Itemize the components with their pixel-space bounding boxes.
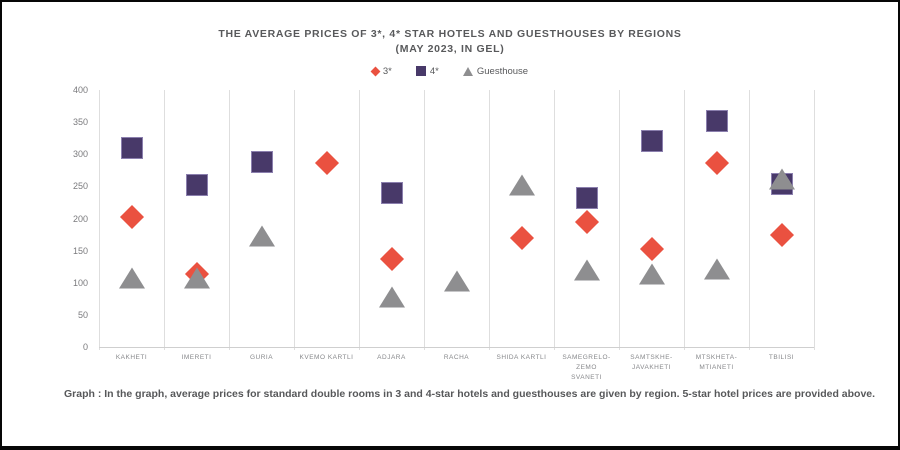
- data-point-triangle: [118, 267, 145, 289]
- x-tick-label: IMERETI: [181, 354, 212, 361]
- data-point-triangle: [638, 263, 665, 285]
- y-tick-label: 50: [77, 309, 88, 320]
- legend-label: 3*: [382, 65, 392, 77]
- data-point-square: [120, 136, 143, 159]
- x-tick-label: KAKHETI: [115, 354, 148, 361]
- y-tick-label: 100: [72, 277, 88, 288]
- data-point-triangle: [378, 286, 405, 308]
- data-point-triangle: [573, 259, 600, 281]
- data-point-diamond: [119, 205, 144, 230]
- plot-area: [99, 90, 815, 350]
- gridline: [164, 90, 165, 350]
- legend-item: Guesthouse: [462, 65, 529, 77]
- gridline: [294, 90, 295, 350]
- gridline: [814, 90, 815, 350]
- y-tick-label: 400: [72, 85, 88, 95]
- chart-legend: 3* 4* Guesthouse: [2, 63, 898, 79]
- data-point-triangle: [443, 270, 470, 292]
- x-tick-label: RACHA: [443, 354, 470, 361]
- data-point-triangle: [183, 267, 210, 289]
- y-tick-label: 200: [72, 213, 88, 224]
- x-tick-label: TBILISI: [768, 354, 795, 361]
- data-point-diamond: [379, 246, 404, 271]
- gridline: [229, 90, 230, 350]
- gridline: [99, 90, 100, 350]
- gridline: [424, 90, 425, 350]
- y-axis: 0 50 100 150 200 250 300 350 400: [50, 85, 88, 352]
- data-point-square: [640, 130, 663, 153]
- y-tick-label: 300: [72, 149, 88, 160]
- data-point-triangle: [768, 168, 795, 190]
- y-tick-label: 150: [72, 245, 88, 256]
- data-point-diamond: [639, 237, 664, 262]
- data-point-square: [185, 174, 208, 197]
- chart-title: THE AVERAGE PRICES OF 3*, 4* STAR HOTELS…: [218, 28, 682, 40]
- data-point-triangle: [703, 258, 730, 280]
- gridline: [619, 90, 620, 350]
- legend-label: Guesthouse: [476, 65, 529, 77]
- legend-label: 4*: [429, 65, 439, 77]
- x-tick-label: ADJARA: [377, 354, 406, 361]
- data-point-diamond: [574, 209, 599, 234]
- gridline: [749, 90, 750, 350]
- y-tick-label: 250: [72, 181, 88, 192]
- gridline: [489, 90, 490, 350]
- chart-caption: Graph : In the graph, average prices for…: [64, 388, 876, 400]
- data-point-diamond: [314, 150, 339, 175]
- x-tick-label: SAMEGRELO-ZEMO SVANETI: [562, 354, 611, 381]
- data-point-square: [575, 186, 598, 209]
- y-tick-label: 350: [72, 117, 88, 128]
- data-point-square: [250, 150, 273, 173]
- chart-subtitle: (MAY 2023, IN GEL): [395, 43, 505, 55]
- x-axis-line: [99, 347, 814, 348]
- data-point-triangle: [248, 225, 275, 247]
- gridline: [684, 90, 685, 350]
- gridline: [554, 90, 555, 350]
- x-axis: KAKHETI IMERETI GURIA KVEMO KARTLI ADJARA RAC…: [99, 353, 814, 381]
- data-point-square: [705, 109, 728, 132]
- legend-square-icon: [415, 66, 426, 76]
- legend-item: 4*: [415, 65, 439, 77]
- legend-item: 3*: [370, 65, 392, 77]
- data-point-diamond: [509, 225, 534, 250]
- data-point-diamond: [769, 222, 794, 247]
- legend-diamond-icon: [370, 66, 381, 76]
- legend-triangle-icon: [462, 66, 473, 76]
- data-point-triangle: [508, 174, 535, 196]
- y-tick-label: 0: [82, 342, 88, 352]
- data-point-diamond: [704, 150, 729, 175]
- x-tick-label: KVEMO KARTLI: [299, 354, 354, 361]
- gridline: [359, 90, 360, 350]
- x-tick-label: MTSKHETA- MTIANETI: [695, 354, 738, 371]
- data-point-square: [380, 181, 403, 204]
- x-tick-label: GURIA: [249, 354, 274, 361]
- x-tick-label: SAMTSKHE- JAVAKHETI: [630, 354, 673, 371]
- x-tick-label: SHIDA KARTLI: [496, 354, 547, 361]
